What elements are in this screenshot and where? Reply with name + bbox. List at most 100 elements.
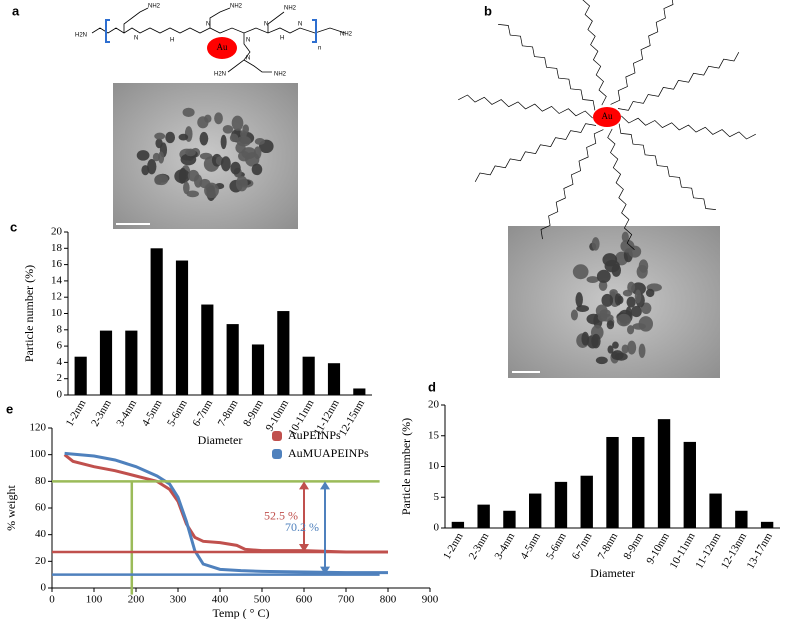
particle <box>604 259 620 273</box>
panel-label: a <box>12 3 20 18</box>
ligand-arm <box>618 123 716 210</box>
atom-label: N <box>246 56 250 62</box>
particle <box>620 239 635 253</box>
panel-label: b <box>484 3 492 18</box>
arrow-head <box>299 481 309 490</box>
particle <box>254 138 265 145</box>
particle <box>154 132 166 140</box>
y-tick-label: 60 <box>35 502 47 514</box>
y-tick-label: 0 <box>41 582 47 594</box>
ligand-arm <box>610 0 674 105</box>
x-tick-label: 7-8nm <box>596 530 621 561</box>
particle <box>165 131 176 144</box>
particle <box>626 325 635 335</box>
y-tick-label: 2 <box>57 372 63 384</box>
y-tick-label: 80 <box>35 475 47 487</box>
y-tick-label: 15 <box>428 429 440 441</box>
x-tick-label: 5-6nm <box>544 530 569 561</box>
y-tick-label: 20 <box>51 226 63 238</box>
bar <box>277 311 290 395</box>
x-tick-label: 6-7nm <box>190 397 215 428</box>
particle <box>155 138 163 149</box>
particle <box>152 152 160 162</box>
particle <box>231 115 244 131</box>
particle <box>591 333 601 349</box>
particle <box>611 350 624 361</box>
y-tick-label: 40 <box>35 528 47 540</box>
particle <box>570 309 578 321</box>
annotation: 52.5 % <box>264 508 298 522</box>
y-tick-label: 0 <box>434 522 440 534</box>
x-tick-label: 1-2nm <box>441 530 466 561</box>
particle <box>614 293 622 306</box>
ligand-arm <box>582 0 607 106</box>
particle <box>601 293 614 307</box>
y-tick-label: 12 <box>51 291 62 303</box>
particle <box>187 169 200 182</box>
structure-a <box>91 7 346 73</box>
particle <box>596 269 611 283</box>
atom-label: H2N <box>214 72 226 78</box>
x-tick-label: 4-5nm <box>140 397 165 428</box>
bar <box>529 493 542 528</box>
particle <box>154 175 163 185</box>
ligand-arm <box>498 24 596 111</box>
bar <box>302 356 315 395</box>
legend-marker <box>272 449 282 459</box>
particle <box>638 316 653 332</box>
x-tick-label: 7-8nm <box>216 397 241 428</box>
y-axis-label: % weight <box>4 485 18 531</box>
bar <box>503 510 516 528</box>
y-tick-label: 120 <box>30 422 47 434</box>
particle <box>220 134 227 150</box>
y-tick-label: 100 <box>30 448 47 460</box>
atom-label: H <box>170 38 174 44</box>
bar <box>226 324 239 395</box>
particle <box>612 341 619 349</box>
y-tick-label: 20 <box>35 555 47 567</box>
x-tick-label: 700 <box>338 594 355 606</box>
atom-label: NH2 <box>148 4 161 10</box>
ligand-arm <box>474 123 597 182</box>
annotation: 70.2 % <box>285 520 319 534</box>
arrow-head <box>320 481 330 490</box>
x-tick-label: 8-9nm <box>241 397 266 428</box>
atom-label: H2N <box>75 33 87 39</box>
panel-label: d <box>428 379 436 394</box>
atom-label: N <box>134 36 138 42</box>
x-tick-label: 400 <box>212 594 229 606</box>
y-tick-label: 5 <box>434 491 440 503</box>
particle <box>174 169 191 184</box>
particle <box>253 146 262 160</box>
ligand-arm <box>621 115 756 140</box>
x-axis-label: Temp ( ° C) <box>213 606 270 619</box>
particle <box>626 296 636 308</box>
atom-label: N <box>246 38 250 44</box>
ligand-arm <box>607 128 635 250</box>
particle-label: Au <box>217 42 228 52</box>
x-tick-label: 0 <box>49 594 55 606</box>
atom-label: NH2 <box>274 72 287 78</box>
ligand-arm <box>540 129 604 240</box>
x-tick-label: 600 <box>296 594 313 606</box>
tem-particles <box>512 231 662 373</box>
bar <box>554 481 568 528</box>
bar <box>99 330 113 395</box>
bar <box>657 419 671 528</box>
bar <box>451 521 465 528</box>
panel-label: c <box>10 219 17 234</box>
particle <box>183 181 190 195</box>
y-axis-label: Particle number (%) <box>22 265 36 362</box>
tem-particles <box>116 107 274 225</box>
legend-label: AuMUAPEINPs <box>288 446 369 460</box>
particle <box>147 159 157 175</box>
particle <box>186 190 200 198</box>
gold-particle <box>207 37 237 59</box>
x-tick-label: 3-4nm <box>114 397 139 428</box>
x-tick-label: 100 <box>86 594 103 606</box>
structure-b <box>458 0 756 250</box>
particle <box>236 135 252 147</box>
x-tick-label: 3-4nm <box>492 530 517 561</box>
atom-label: NH2 <box>284 6 297 12</box>
